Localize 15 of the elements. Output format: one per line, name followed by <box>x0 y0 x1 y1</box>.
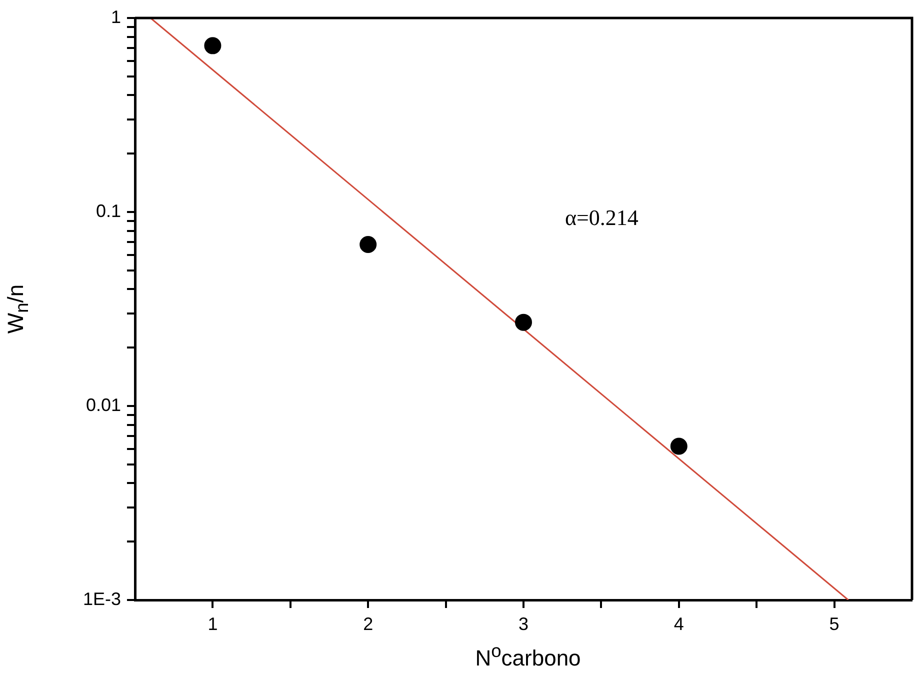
y-tick-label: 1E-3 <box>82 588 121 609</box>
x-tick-label: 3 <box>518 614 529 634</box>
y-tick-label: 0.01 <box>86 394 121 415</box>
annotation: α=0.214 <box>565 205 638 231</box>
point <box>360 236 377 253</box>
x-axis-title: N$^{o}$carbono <box>474 640 582 672</box>
x-tick-label: 2 <box>363 614 374 634</box>
point <box>515 314 532 331</box>
x-tick-label: 5 <box>829 614 840 634</box>
x-tick-label: 1 <box>208 614 218 634</box>
y-tick-label: 1 <box>110 6 121 27</box>
x-tick-label: 4 <box>674 614 684 634</box>
y-tick-label: 0.1 <box>96 200 121 221</box>
point <box>204 37 222 54</box>
point <box>670 438 688 455</box>
